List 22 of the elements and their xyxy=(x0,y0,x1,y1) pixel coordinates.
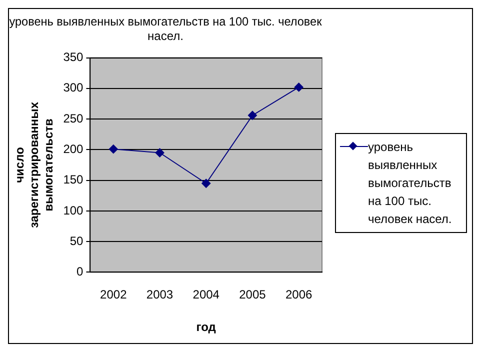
x-tick-label: 2006 xyxy=(285,288,312,302)
x-tick-label: 2005 xyxy=(239,288,266,302)
point xyxy=(155,148,164,158)
y-axis-title: число зарегистрированных вымогательств xyxy=(12,102,56,228)
y-tick-label: 150 xyxy=(63,172,84,187)
y-tick-label: 50 xyxy=(70,234,84,248)
point xyxy=(202,178,211,188)
y-tick-label: 200 xyxy=(63,142,84,156)
point xyxy=(108,144,118,154)
legend-label: уровень выявленных вымогательств на 100 тыс. человек насел. xyxy=(368,139,453,228)
chart-title: уровень выявленных вымогательств на 100 тыс. человек насел. xyxy=(9,14,323,43)
x-axis-title: год xyxy=(196,320,216,334)
y-tick-label: 350 xyxy=(63,50,84,64)
point xyxy=(294,82,304,92)
y-tick-label: 250 xyxy=(63,111,84,126)
y-tick-label: 300 xyxy=(63,80,84,95)
x-tick-label: 2003 xyxy=(146,288,174,302)
point xyxy=(248,110,257,120)
x-tick-label: 2002 xyxy=(100,288,128,302)
y-tick-label: 100 xyxy=(63,203,84,218)
y-tick-label: 0 xyxy=(76,264,84,279)
x-tick-label: 2004 xyxy=(192,288,220,302)
